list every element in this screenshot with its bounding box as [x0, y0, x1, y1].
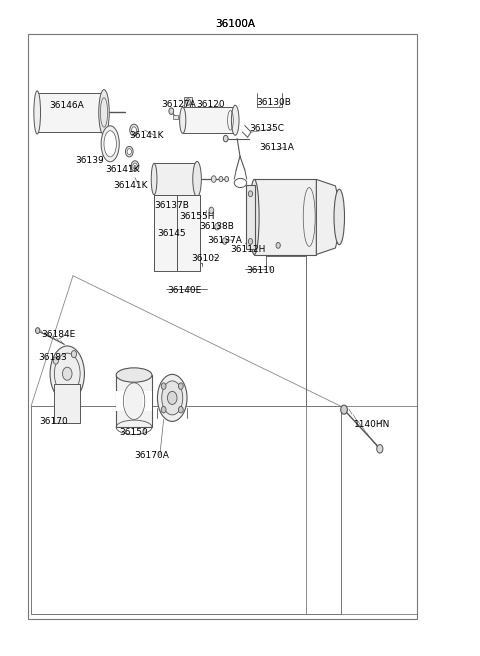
- Text: 36155H: 36155H: [180, 212, 215, 221]
- Bar: [177, 195, 200, 270]
- Ellipse shape: [125, 146, 133, 157]
- Text: 36120: 36120: [196, 100, 225, 109]
- Bar: [183, 107, 235, 133]
- Ellipse shape: [99, 90, 109, 135]
- Bar: [154, 195, 177, 270]
- Ellipse shape: [101, 126, 119, 162]
- Ellipse shape: [161, 383, 166, 390]
- Bar: [254, 179, 316, 255]
- Text: 36146A: 36146A: [49, 102, 84, 110]
- Ellipse shape: [161, 406, 166, 413]
- Text: 36139: 36139: [75, 156, 104, 165]
- Ellipse shape: [209, 207, 214, 214]
- Text: 36170A: 36170A: [134, 451, 169, 460]
- Polygon shape: [316, 179, 343, 255]
- Text: 36170: 36170: [39, 417, 68, 426]
- Text: 36135C: 36135C: [250, 124, 285, 133]
- Ellipse shape: [215, 224, 219, 230]
- Ellipse shape: [168, 392, 177, 405]
- Ellipse shape: [186, 98, 191, 105]
- Text: 36131A: 36131A: [259, 142, 294, 152]
- Ellipse shape: [225, 176, 228, 182]
- Ellipse shape: [157, 375, 187, 421]
- Ellipse shape: [104, 131, 116, 157]
- Ellipse shape: [231, 105, 239, 135]
- Bar: [54, 384, 80, 422]
- Ellipse shape: [53, 357, 59, 364]
- Ellipse shape: [377, 445, 383, 453]
- Bar: [37, 93, 104, 132]
- Text: 36145: 36145: [157, 229, 186, 237]
- Text: 36184E: 36184E: [41, 330, 75, 339]
- Ellipse shape: [116, 368, 152, 382]
- Text: 36138B: 36138B: [199, 222, 234, 231]
- Ellipse shape: [133, 163, 137, 169]
- Text: 36110: 36110: [246, 266, 275, 275]
- Ellipse shape: [179, 406, 183, 413]
- Ellipse shape: [151, 163, 157, 195]
- Bar: [184, 96, 192, 107]
- Ellipse shape: [72, 350, 76, 358]
- Ellipse shape: [34, 91, 40, 134]
- Ellipse shape: [162, 381, 183, 415]
- Text: 36140E: 36140E: [168, 285, 202, 295]
- Ellipse shape: [223, 135, 228, 142]
- Text: 36141K: 36141K: [113, 181, 147, 190]
- Ellipse shape: [130, 124, 138, 136]
- Text: 36137B: 36137B: [154, 201, 189, 210]
- Ellipse shape: [127, 149, 132, 155]
- Ellipse shape: [276, 243, 280, 249]
- Bar: [116, 392, 125, 411]
- Ellipse shape: [341, 405, 348, 414]
- Text: 1140HN: 1140HN: [354, 420, 390, 428]
- Ellipse shape: [180, 107, 186, 133]
- Ellipse shape: [62, 367, 72, 380]
- Ellipse shape: [193, 161, 201, 197]
- Ellipse shape: [131, 161, 139, 171]
- Ellipse shape: [132, 127, 136, 133]
- Text: 36100A: 36100A: [215, 18, 255, 29]
- Ellipse shape: [36, 328, 40, 333]
- Bar: [28, 34, 417, 619]
- Ellipse shape: [50, 346, 84, 401]
- Bar: [144, 392, 152, 411]
- Text: 36141K: 36141K: [106, 165, 140, 174]
- Text: 36100A: 36100A: [215, 18, 255, 29]
- Ellipse shape: [219, 176, 223, 182]
- Bar: [173, 115, 178, 119]
- Ellipse shape: [222, 238, 227, 245]
- Bar: [31, 406, 341, 614]
- Text: 36150: 36150: [120, 428, 148, 437]
- Bar: [116, 375, 152, 427]
- Ellipse shape: [248, 191, 252, 197]
- Bar: [246, 184, 255, 249]
- Ellipse shape: [179, 383, 183, 390]
- Text: 36141K: 36141K: [129, 131, 163, 140]
- Ellipse shape: [248, 239, 252, 245]
- Ellipse shape: [58, 390, 64, 398]
- Text: 36183: 36183: [38, 353, 67, 362]
- Text: 36127A: 36127A: [161, 100, 196, 109]
- Ellipse shape: [169, 108, 174, 114]
- Bar: [154, 163, 197, 195]
- Ellipse shape: [334, 189, 345, 245]
- Text: 36112H: 36112H: [230, 245, 266, 254]
- Ellipse shape: [250, 179, 259, 255]
- Text: 36102: 36102: [192, 254, 220, 262]
- Ellipse shape: [211, 176, 216, 182]
- Text: 36137A: 36137A: [207, 236, 242, 245]
- Text: 36130B: 36130B: [257, 98, 291, 107]
